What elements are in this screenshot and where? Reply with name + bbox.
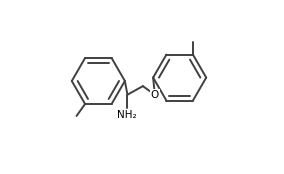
Text: O: O <box>151 90 159 100</box>
Text: NH₂: NH₂ <box>117 110 136 120</box>
